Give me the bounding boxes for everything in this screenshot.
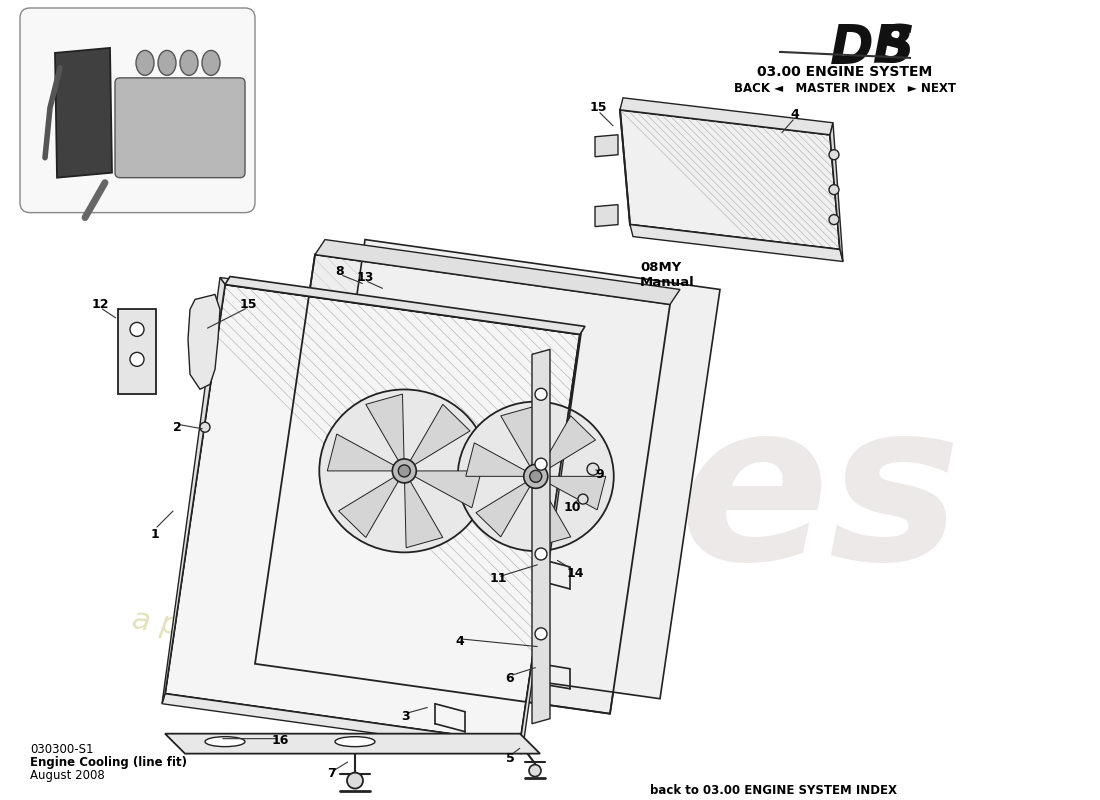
Ellipse shape — [158, 50, 176, 75]
Text: 12: 12 — [91, 298, 109, 311]
Polygon shape — [536, 486, 571, 546]
Circle shape — [535, 628, 547, 640]
Circle shape — [578, 494, 588, 504]
Text: 6: 6 — [506, 672, 515, 686]
Polygon shape — [500, 406, 536, 466]
Polygon shape — [830, 122, 843, 262]
Text: 03.00 ENGINE SYSTEM: 03.00 ENGINE SYSTEM — [758, 65, 933, 79]
Polygon shape — [118, 310, 156, 394]
Circle shape — [829, 150, 839, 160]
Text: back to 03.00 ENGINE SYSTEM INDEX: back to 03.00 ENGINE SYSTEM INDEX — [650, 783, 896, 797]
Text: 11: 11 — [490, 573, 507, 586]
Text: a passion for cars: a passion for cars — [130, 606, 402, 672]
Text: 10: 10 — [563, 501, 581, 514]
Polygon shape — [188, 294, 220, 390]
Polygon shape — [410, 404, 470, 465]
Text: DB: DB — [830, 22, 914, 74]
Circle shape — [829, 185, 839, 194]
Text: 4: 4 — [791, 108, 800, 122]
Text: es: es — [679, 392, 961, 606]
Text: 15: 15 — [590, 102, 607, 114]
Polygon shape — [547, 476, 606, 510]
Polygon shape — [595, 134, 618, 157]
Text: 030300-S1: 030300-S1 — [30, 742, 94, 756]
Polygon shape — [305, 239, 720, 698]
Text: 8: 8 — [336, 265, 344, 278]
Ellipse shape — [319, 390, 490, 552]
Text: S: S — [876, 22, 914, 74]
Polygon shape — [532, 350, 550, 724]
Polygon shape — [162, 694, 522, 754]
Circle shape — [530, 470, 541, 482]
Polygon shape — [165, 285, 580, 744]
Circle shape — [535, 458, 547, 470]
FancyBboxPatch shape — [20, 8, 255, 213]
Polygon shape — [255, 254, 670, 714]
Polygon shape — [595, 205, 618, 226]
Text: euro: euro — [210, 485, 603, 634]
Text: 9: 9 — [596, 468, 604, 481]
Text: 4: 4 — [455, 635, 464, 648]
Circle shape — [398, 465, 410, 477]
Polygon shape — [405, 482, 443, 548]
Polygon shape — [226, 277, 585, 334]
Polygon shape — [55, 48, 112, 178]
Text: 14: 14 — [566, 567, 584, 581]
Text: since 1985: since 1985 — [310, 648, 478, 700]
Ellipse shape — [136, 50, 154, 75]
Polygon shape — [415, 471, 482, 508]
Polygon shape — [630, 225, 843, 262]
Ellipse shape — [336, 737, 375, 746]
FancyBboxPatch shape — [116, 78, 245, 178]
Circle shape — [130, 352, 144, 366]
Text: 16: 16 — [272, 734, 288, 747]
Ellipse shape — [458, 402, 614, 551]
Circle shape — [346, 773, 363, 789]
Polygon shape — [476, 482, 530, 537]
Polygon shape — [162, 278, 226, 704]
Text: 5: 5 — [506, 752, 515, 765]
Text: Manual: Manual — [640, 276, 695, 289]
Circle shape — [535, 388, 547, 400]
Text: 1: 1 — [151, 527, 160, 541]
Polygon shape — [366, 394, 404, 461]
Circle shape — [524, 464, 548, 488]
Polygon shape — [620, 110, 840, 250]
Text: 3: 3 — [400, 710, 409, 723]
Circle shape — [829, 214, 839, 225]
Polygon shape — [315, 239, 680, 305]
Text: 2: 2 — [173, 421, 182, 434]
Text: 08MY: 08MY — [640, 261, 681, 274]
Ellipse shape — [180, 50, 198, 75]
Polygon shape — [339, 477, 398, 538]
Polygon shape — [620, 98, 833, 134]
Text: BACK ◄   MASTER INDEX   ► NEXT: BACK ◄ MASTER INDEX ► NEXT — [734, 82, 956, 95]
Text: 7: 7 — [328, 767, 337, 780]
Circle shape — [529, 765, 541, 777]
Text: 13: 13 — [356, 271, 374, 284]
Polygon shape — [541, 416, 595, 470]
Circle shape — [393, 459, 416, 483]
Circle shape — [130, 322, 144, 336]
Ellipse shape — [202, 50, 220, 75]
Polygon shape — [220, 278, 582, 334]
Text: Engine Cooling (line fit): Engine Cooling (line fit) — [30, 756, 187, 769]
Polygon shape — [165, 734, 540, 754]
Polygon shape — [465, 443, 525, 476]
Polygon shape — [328, 434, 394, 471]
Circle shape — [535, 548, 547, 560]
Ellipse shape — [205, 737, 245, 746]
Text: August 2008: August 2008 — [30, 769, 105, 782]
Circle shape — [587, 463, 600, 475]
Text: 15: 15 — [240, 298, 256, 311]
Circle shape — [200, 422, 210, 432]
Polygon shape — [520, 327, 582, 754]
